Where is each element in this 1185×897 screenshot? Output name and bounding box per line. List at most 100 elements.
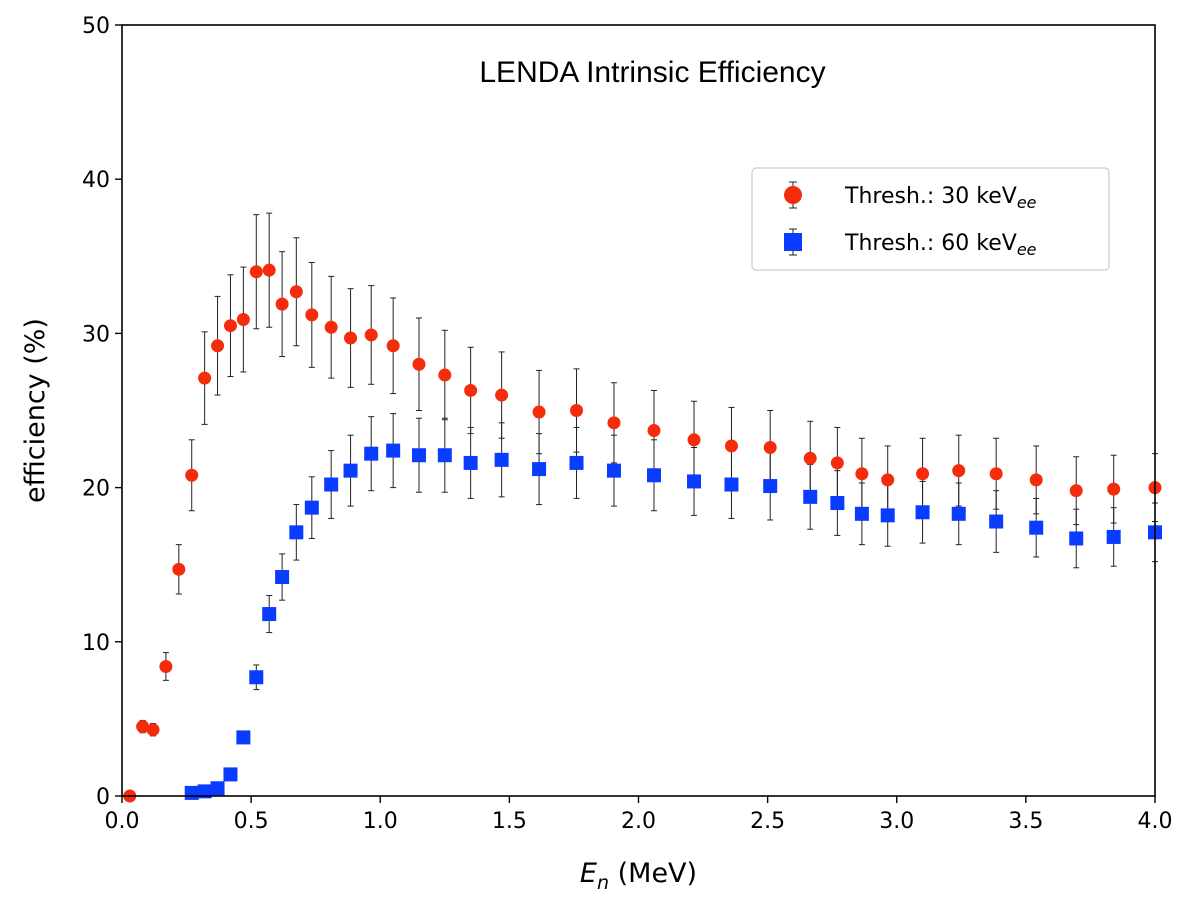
data-point-series-1 — [136, 720, 150, 734]
x-tick-label: 2.0 — [621, 809, 656, 834]
data-point-series-1 — [185, 468, 199, 482]
x-tick-label: 0.0 — [105, 809, 140, 834]
data-point-series-1 — [830, 456, 844, 470]
data-point-series-2 — [646, 468, 661, 483]
plot-frame — [121, 24, 1156, 797]
data-point-series-1 — [305, 308, 319, 322]
x-tick-label: 0.5 — [234, 809, 269, 834]
data-point-series-2 — [289, 525, 304, 540]
data-point-series-1 — [1029, 473, 1043, 487]
data-point-series-1 — [916, 467, 930, 481]
legend-label-main: Thresh.: 30 keV — [844, 184, 1017, 209]
data-point-series-1 — [855, 467, 869, 481]
data-point-series-1 — [881, 473, 895, 487]
x-axis-label-symbol: E — [580, 858, 597, 889]
data-point-series-1 — [198, 371, 212, 385]
data-point-series-2 — [236, 730, 251, 745]
x-tick-label: 3.5 — [1008, 809, 1043, 834]
data-point-series-1 — [364, 328, 378, 342]
data-point-series-1 — [687, 433, 701, 447]
data-point-series-1 — [324, 320, 338, 334]
y-tick-label: 30 — [82, 322, 110, 347]
data-markers — [123, 263, 1162, 803]
data-point-series-2 — [854, 506, 869, 521]
data-point-series-1 — [211, 339, 225, 353]
data-point-series-2 — [606, 463, 621, 478]
data-point-series-2 — [830, 496, 845, 511]
data-point-series-1 — [570, 404, 584, 417]
data-point-series-2 — [763, 479, 778, 494]
data-point-series-1 — [172, 562, 186, 576]
data-point-series-2 — [1106, 529, 1121, 544]
data-point-series-2 — [210, 781, 225, 796]
x-axis-label-subscript: n — [597, 872, 609, 894]
data-point-series-2 — [223, 767, 238, 782]
data-point-series-1 — [223, 319, 237, 333]
data-point-series-2 — [880, 508, 895, 523]
data-point-series-2 — [197, 784, 212, 799]
y-tick-label: 50 — [82, 14, 110, 39]
data-point-series-1 — [763, 441, 777, 455]
data-point-series-2 — [324, 477, 339, 492]
data-point-series-1 — [1107, 482, 1121, 496]
data-point-series-2 — [343, 463, 358, 478]
legend-marker — [784, 186, 802, 204]
data-point-series-2 — [1029, 520, 1044, 535]
x-axis-label: En (MeV) — [580, 858, 697, 894]
data-point-series-2 — [569, 455, 584, 470]
legend-label-main: Thresh.: 60 keV — [844, 231, 1017, 256]
data-point-series-1 — [344, 331, 358, 345]
y-tick-label: 40 — [82, 168, 110, 193]
data-point-series-2 — [275, 570, 290, 585]
data-point-series-1 — [952, 464, 966, 478]
x-tick-label: 3.0 — [879, 809, 914, 834]
data-point-series-1 — [607, 416, 621, 430]
chart-title: LENDA Intrinsic Efficiency — [479, 56, 825, 89]
error-bars — [139, 212, 1158, 791]
legend-marker — [784, 233, 802, 251]
y-tick-label: 10 — [82, 631, 110, 656]
data-point-series-1 — [438, 368, 452, 382]
data-point-series-1 — [724, 439, 738, 453]
y-axis-label: efficiency (%) — [20, 318, 51, 503]
legend-label-subscript: ee — [1017, 193, 1037, 212]
data-point-series-2 — [249, 670, 264, 685]
data-point-series-2 — [989, 514, 1004, 529]
data-point-series-1 — [532, 405, 546, 419]
data-point-series-2 — [951, 506, 966, 521]
data-point-series-1 — [249, 265, 263, 279]
x-tick-label: 2.5 — [750, 809, 785, 834]
data-point-series-1 — [289, 285, 303, 299]
data-point-series-1 — [803, 451, 817, 465]
x-tick-label: 1.0 — [363, 809, 398, 834]
data-point-series-1 — [495, 388, 509, 402]
data-point-series-1 — [236, 313, 250, 327]
data-point-series-1 — [412, 357, 426, 371]
data-point-series-1 — [159, 659, 173, 673]
data-point-series-1 — [146, 723, 160, 737]
data-point-series-1 — [262, 263, 276, 277]
legend-label-subscript: ee — [1017, 240, 1037, 259]
data-point-series-1 — [989, 467, 1003, 481]
x-axis-label-unit: (MeV) — [609, 858, 697, 889]
data-point-series-1 — [647, 424, 661, 438]
data-point-series-2 — [915, 505, 930, 520]
axis-ticks: 0.0 0.5 1.0 1.5 2.0 2.5 3.0 3.5 4.0 0 10 20 30 40 50 — [82, 14, 1173, 834]
data-point-series-2 — [463, 455, 478, 470]
data-point-series-1 — [464, 383, 478, 397]
data-point-series-2 — [687, 474, 702, 489]
data-point-series-2 — [532, 462, 547, 477]
data-point-series-2 — [304, 500, 319, 515]
data-point-series-2 — [494, 452, 509, 467]
data-point-series-2 — [437, 448, 452, 463]
x-tick-label: 1.5 — [492, 809, 527, 834]
y-tick-label: 0 — [96, 785, 110, 810]
data-point-series-2 — [364, 446, 379, 461]
data-point-series-1 — [275, 297, 289, 311]
data-point-series-1 — [386, 339, 400, 353]
data-point-series-2 — [262, 607, 277, 622]
data-point-series-2 — [411, 448, 426, 463]
legend-label: Thresh.: 60 keVee — [844, 231, 1037, 259]
